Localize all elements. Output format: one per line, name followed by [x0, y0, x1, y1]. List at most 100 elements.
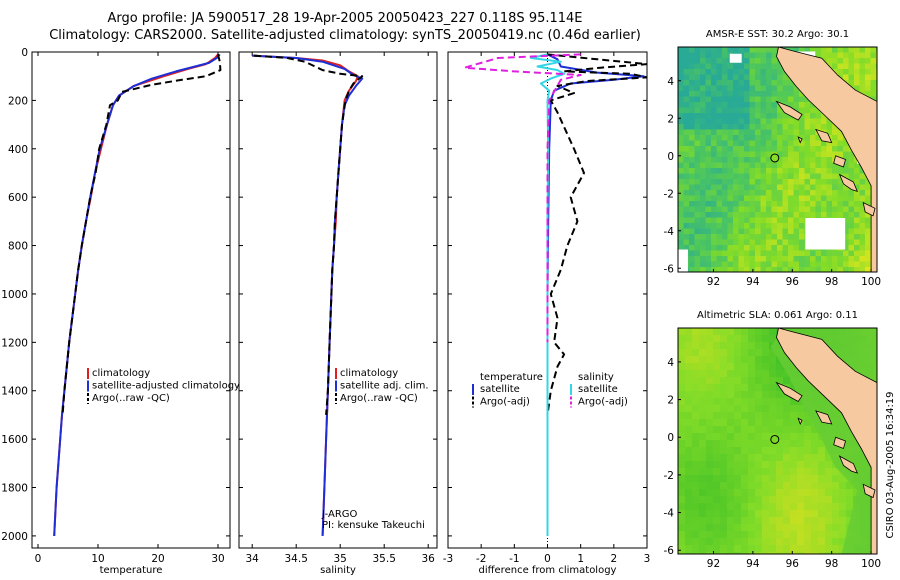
map-frame: [677, 46, 878, 273]
legend-heading: salinity: [578, 372, 614, 383]
x-axis-label: difference from climatology: [479, 565, 617, 576]
y-tick-label: 1000: [1, 289, 28, 301]
island: [815, 410, 833, 425]
legend-label: climatology: [92, 368, 150, 379]
annotation: PI: kensuke Takeuchi: [322, 520, 425, 531]
x-tick-label: 100: [861, 276, 881, 288]
island: [775, 381, 803, 403]
y-tick-label: 4: [667, 357, 674, 369]
y-tick-label: 1600: [1, 434, 28, 446]
no-data-patch: [805, 218, 846, 250]
x-tick-label: 98: [825, 276, 838, 288]
x-tick-label: 0: [35, 553, 42, 565]
y-tick-label: 2: [667, 113, 674, 125]
argo-float-marker: [770, 434, 780, 444]
x-tick-label: 98: [825, 558, 838, 570]
x-tick-label: -3: [443, 553, 453, 565]
legend-label: Argo(-adj): [578, 397, 628, 408]
x-tick-label: 20: [151, 553, 164, 565]
y-tick-label: -6: [664, 263, 675, 275]
x-tick-label: -2: [476, 553, 486, 565]
island: [797, 136, 803, 144]
plot-frame: [238, 51, 438, 549]
temperature-panel: 0 10 20 30 temperature 0 200 400 600 800 1000 1200 1…: [1, 47, 240, 576]
no-data-patch: [729, 53, 742, 63]
y-tick-label: -2: [664, 188, 674, 200]
x-tick-label: 34: [246, 553, 260, 565]
y-tick-label: 0: [667, 151, 674, 163]
y-tick-label: -2: [664, 470, 674, 482]
salinity-panel: 34 34.5 35 35.5 36 salinity climatology satelli…: [238, 51, 438, 576]
annotation: J-ARGO: [321, 509, 358, 520]
difference-panel: -3 -2 -1 0 1 2 3 difference from climatology tem…: [443, 51, 651, 576]
y-tick-label: 600: [8, 192, 28, 204]
map-title: AMSR-E SST: 30.2 Argo: 30.1: [706, 29, 849, 40]
x-tick-label: 0: [544, 553, 551, 565]
series-line-2: [61, 54, 222, 415]
argo-float-marker: [770, 153, 780, 163]
x-tick-label: 36: [422, 553, 436, 565]
y-tick-label: 1800: [1, 483, 28, 495]
y-tick-label: 2000: [1, 531, 28, 543]
map-frame: [677, 327, 878, 555]
x-axis-label: salinity: [320, 565, 356, 576]
legend-label: satellite-adjusted climatology: [92, 381, 240, 392]
y-tick-label: 400: [8, 144, 28, 156]
island: [838, 173, 859, 193]
series-line-2: [529, 53, 566, 536]
x-tick-label: 94: [746, 558, 760, 570]
legend-label: climatology: [340, 368, 398, 379]
x-tick-label: 10: [91, 553, 104, 565]
figure-title-line2: Climatology: CARS2000. Satellite-adjuste…: [49, 28, 641, 43]
y-tick-label: -4: [664, 508, 675, 520]
y-tick-label: 1200: [1, 337, 28, 349]
island: [815, 128, 833, 144]
x-tick-label: 1: [577, 553, 584, 565]
island: [833, 155, 846, 168]
island: [775, 100, 803, 121]
no-data-patch: [678, 249, 688, 272]
legend-label: Argo(..raw -QC): [92, 393, 170, 404]
legend-label: satellite: [480, 384, 520, 395]
legend-heading: temperature: [480, 372, 543, 383]
y-tick-label: 4: [667, 76, 674, 88]
map-field: [678, 47, 877, 272]
map-title: Altimetric SLA: 0.061 Argo: 0.11: [697, 310, 858, 321]
x-tick-label: 2: [610, 553, 617, 565]
y-tick-label: 200: [8, 95, 28, 107]
x-tick-label: 96: [786, 276, 800, 288]
y-tick-label: 800: [8, 241, 28, 253]
island: [833, 436, 846, 450]
x-tick-label: 34.5: [285, 553, 308, 565]
legend-label: Argo(-adj): [480, 397, 530, 408]
x-axis-label: temperature: [100, 565, 163, 576]
footer-stamp: CSIRO 03-Aug-2005 16:34:19: [885, 391, 896, 538]
x-tick-label: 35.5: [373, 553, 396, 565]
plot-frame: [31, 51, 231, 549]
sla-map-panel: 92 94 96 98 100 -6 -4 -2 0 2 4 Altimetric SLA: 0.06…: [664, 310, 882, 570]
series-line-2: [253, 54, 364, 415]
figure-title-line1: Argo profile: JA 5900517_28 19-Apr-2005 …: [107, 11, 582, 26]
x-tick-label: 92: [707, 558, 720, 570]
legend-label: satellite adj. clim.: [340, 381, 429, 392]
x-tick-label: 30: [211, 553, 224, 565]
x-tick-label: 94: [746, 276, 760, 288]
series-line-1: [546, 53, 647, 416]
series-line-3: [463, 53, 582, 343]
sst-map-panel: 92 94 96 98 100 -6 -4 -2 0 2 4 AMSR-E SST: 30.2 Arg…: [664, 29, 882, 288]
x-tick-label: -1: [509, 553, 519, 565]
island: [797, 417, 803, 426]
map-field: [678, 328, 877, 554]
x-tick-label: 92: [707, 276, 720, 288]
y-tick-label: 2: [667, 395, 674, 407]
island: [862, 483, 876, 499]
island: [838, 455, 859, 474]
x-tick-label: 35: [334, 553, 347, 565]
legend-label: satellite: [578, 384, 618, 395]
y-tick-label: -4: [664, 226, 675, 238]
y-tick-label: 1400: [1, 386, 28, 398]
sumatra-landmass: [776, 328, 877, 554]
y-tick-label: -6: [664, 545, 675, 557]
x-tick-label: 3: [644, 553, 651, 565]
